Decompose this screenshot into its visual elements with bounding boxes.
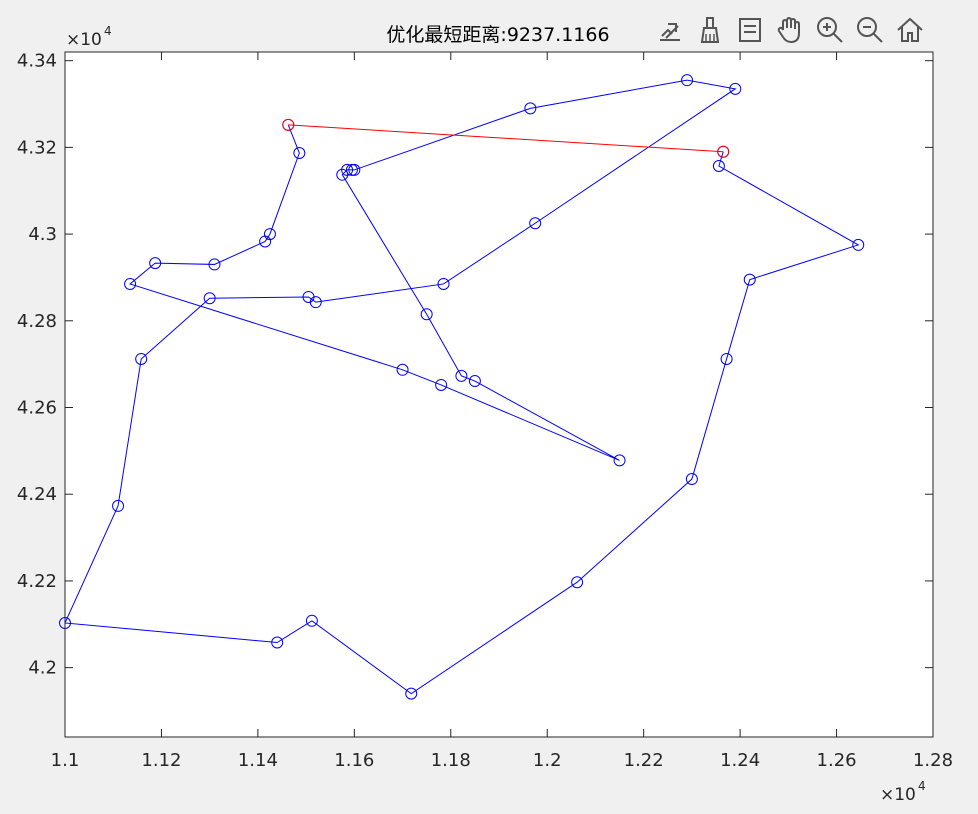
data-point-route-15	[345, 163, 358, 176]
data-point-route-33	[720, 352, 733, 365]
data-point-route-4	[208, 258, 221, 271]
data-point-route-1	[293, 147, 306, 160]
x-tick-label: 1.22	[624, 750, 664, 771]
data-point-route-26	[112, 499, 125, 512]
x-tick-label: 1.24	[720, 750, 760, 771]
data-point-route-5	[149, 257, 162, 270]
data-point-closing_edge-1	[282, 118, 295, 131]
pan-hand-icon	[777, 16, 800, 44]
x-tick-label: 1.28	[913, 750, 953, 771]
data-point-route-28	[271, 636, 284, 649]
y-tick-label: 4.26	[17, 398, 57, 419]
data-point-route-16	[348, 163, 361, 176]
data-point-route-18	[681, 74, 694, 87]
x-exponent-base: ×10	[880, 785, 916, 805]
tick-layer: 1.1 1.12 1.14 1.16 1.18 1.2 1.22 1.24 1.26 1.28 4.…	[17, 51, 953, 771]
data-point-route-31	[571, 576, 584, 589]
series-line-closing_edge	[288, 124, 724, 153]
zoom-out-button[interactable]	[852, 12, 888, 48]
data-layer	[59, 74, 865, 700]
x-tick-label: 1.16	[334, 750, 374, 771]
zoom-in-button[interactable]	[812, 12, 848, 48]
data-point-route-36	[712, 160, 725, 173]
data-point-route-14	[341, 163, 354, 176]
data-point-route-12	[420, 308, 433, 321]
y-exponent-power: 4	[104, 24, 112, 38]
x-tick-label: 1.26	[817, 750, 857, 771]
data-point-route-11	[455, 369, 468, 382]
data-point-route-8	[435, 378, 448, 391]
home-icon	[897, 17, 923, 42]
y-tick-label: 4.22	[17, 571, 57, 592]
x-tick-label: 1.18	[431, 750, 471, 771]
data-point-route-20	[529, 217, 542, 230]
y-tick-label: 4.2	[28, 658, 57, 679]
data-point-route-29	[305, 614, 318, 627]
y-tick-label: 4.34	[17, 51, 57, 72]
data-point-route-30	[405, 687, 418, 700]
brush-icon	[700, 17, 720, 43]
legend-icon	[739, 18, 761, 42]
data-point-route-17	[524, 102, 537, 115]
data-point-route-25	[135, 352, 148, 365]
x-tick-label: 1.12	[141, 750, 181, 771]
x-exponent-power: 4	[918, 779, 926, 793]
axes-box	[64, 51, 934, 738]
x-tick-label: 1.14	[238, 750, 278, 771]
data-point-route-24	[203, 292, 216, 305]
data-point-route-9	[613, 454, 626, 467]
data-point-route-23	[302, 290, 315, 303]
pan-button[interactable]	[772, 12, 808, 48]
chart-title: 优化最短距离:9237.1166	[386, 24, 609, 46]
export-icon	[660, 23, 680, 41]
zoom-in-icon	[817, 17, 843, 43]
legend-button[interactable]	[732, 12, 768, 48]
data-point-closing_edge-0	[717, 145, 730, 158]
y-tick-label: 4.32	[17, 137, 57, 158]
brush-button[interactable]	[692, 12, 728, 48]
zoom-out-icon	[857, 17, 883, 43]
y-tick-label: 4.24	[17, 484, 57, 505]
data-point-route-13	[336, 168, 349, 181]
y-tick-label: 4.3	[28, 224, 57, 245]
series-line-route	[64, 79, 860, 695]
x-tick-label: 1.2	[533, 750, 562, 771]
data-point-route-35	[852, 238, 865, 251]
data-point-route-34	[743, 273, 756, 286]
home-button[interactable]	[892, 12, 928, 48]
data-point-route-32	[685, 473, 698, 486]
x-tick-label: 1.1	[51, 750, 80, 771]
export-button[interactable]	[652, 12, 688, 48]
y-exponent-base: ×10	[66, 30, 102, 50]
data-point-route-21	[437, 277, 450, 290]
y-exponent-label: ×10 4	[66, 24, 112, 50]
data-point-route-6	[124, 277, 137, 290]
data-point-route-10	[468, 375, 481, 388]
data-point-route-3	[259, 235, 272, 248]
data-point-route-7	[396, 363, 409, 376]
data-point-route-19	[729, 82, 742, 95]
axes-toolbar	[652, 10, 928, 50]
x-exponent-label: ×10 4	[880, 779, 926, 805]
y-tick-label: 4.28	[17, 311, 57, 332]
